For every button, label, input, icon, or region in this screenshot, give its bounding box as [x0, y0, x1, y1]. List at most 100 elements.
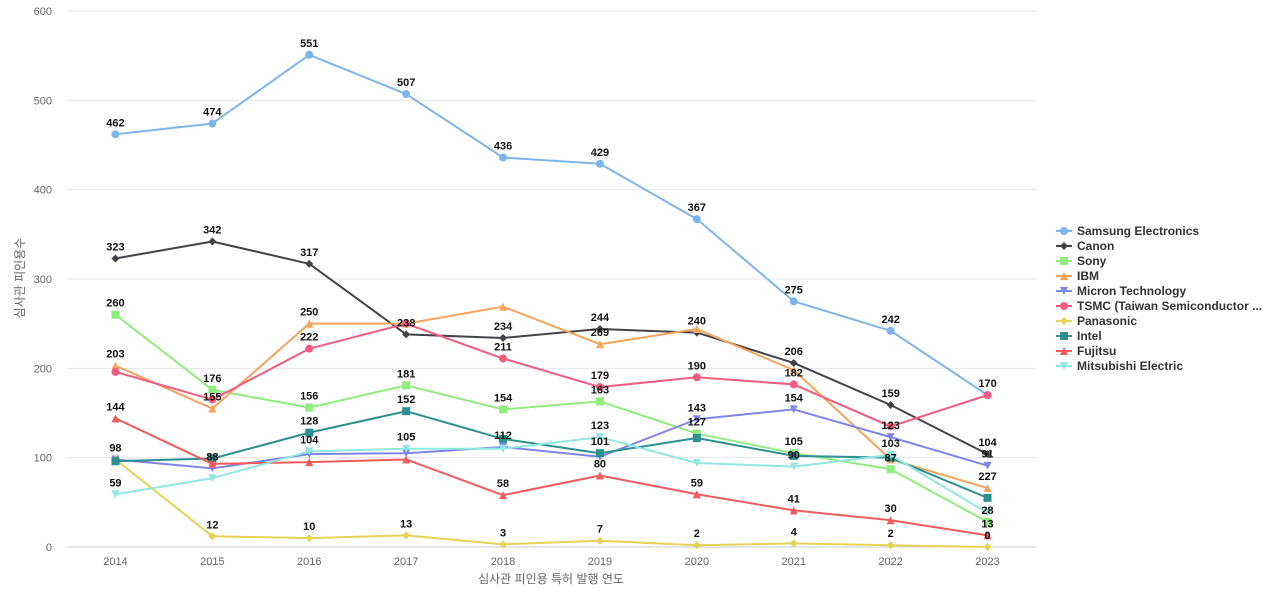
- data-point-tsmc-taiwan-semiconductor-2021[interactable]: [789, 380, 798, 389]
- data-point-sony-2016[interactable]: [305, 403, 314, 412]
- legend-item-sony[interactable]: Sony: [1056, 254, 1107, 268]
- data-point-mitsubishi-electric-2021[interactable]: [789, 462, 798, 471]
- data-point-sony-2017[interactable]: [402, 381, 411, 390]
- legend-item-panasonic[interactable]: Panasonic: [1056, 314, 1137, 328]
- data-point-micron-technology-2017[interactable]: [402, 449, 411, 458]
- data-point-tsmc-taiwan-semiconductor-2022[interactable]: [886, 422, 895, 431]
- data-point-mitsubishi-electric-2022[interactable]: [886, 450, 895, 459]
- data-point-tsmc-taiwan-semiconductor-2018[interactable]: [499, 354, 508, 363]
- data-point-tsmc-taiwan-semiconductor-2017[interactable]: [402, 319, 411, 328]
- data-point-tsmc-taiwan-semiconductor-2023[interactable]: [983, 391, 992, 400]
- data-point-micron-technology-2023[interactable]: [983, 461, 992, 470]
- data-point-fujitsu-2019[interactable]: [595, 471, 604, 480]
- data-point-intel-2019[interactable]: [595, 449, 604, 458]
- data-point-panasonic-2018[interactable]: [499, 540, 508, 549]
- data-point-fujitsu-2017[interactable]: [402, 455, 411, 464]
- data-point-mitsubishi-electric-2017[interactable]: [402, 444, 411, 453]
- data-point-intel-2015[interactable]: [208, 454, 217, 463]
- data-point-tsmc-taiwan-semiconductor-2019[interactable]: [595, 383, 604, 392]
- data-point-mitsubishi-electric-2023[interactable]: [983, 509, 992, 518]
- data-point-sony-2018[interactable]: [499, 405, 508, 414]
- data-label-intel-2017: 152: [397, 394, 415, 406]
- data-point-fujitsu-2015[interactable]: [208, 459, 217, 468]
- data-point-intel-2018[interactable]: [499, 434, 508, 443]
- data-point-canon-2014[interactable]: [111, 254, 120, 263]
- data-point-mitsubishi-electric-2014[interactable]: [111, 490, 120, 499]
- data-point-ibm-2019[interactable]: [595, 340, 604, 349]
- data-point-ibm-2018[interactable]: [499, 302, 508, 311]
- data-point-mitsubishi-electric-2019[interactable]: [595, 433, 604, 442]
- data-point-sony-2014[interactable]: [111, 310, 120, 319]
- data-point-canon-2018[interactable]: [499, 333, 508, 342]
- data-point-ibm-2015[interactable]: [208, 404, 217, 413]
- data-point-tsmc-taiwan-semiconductor-2015[interactable]: [208, 395, 217, 404]
- data-point-sony-2023[interactable]: [983, 517, 992, 526]
- data-point-samsung-electronics-2017[interactable]: [402, 90, 411, 99]
- data-point-canon-2017[interactable]: [402, 330, 411, 339]
- data-point-samsung-electronics-2016[interactable]: [305, 50, 314, 59]
- data-point-mitsubishi-electric-2015[interactable]: [208, 474, 217, 483]
- data-point-tsmc-taiwan-semiconductor-2020[interactable]: [692, 373, 701, 382]
- data-point-sony-2020[interactable]: [692, 429, 701, 438]
- data-point-panasonic-2019[interactable]: [595, 536, 604, 545]
- legend-item-samsung-electronics[interactable]: Samsung Electronics: [1056, 224, 1199, 238]
- data-point-panasonic-2021[interactable]: [789, 539, 798, 548]
- data-point-micron-technology-2020[interactable]: [692, 415, 701, 424]
- data-point-samsung-electronics-2014[interactable]: [111, 130, 120, 139]
- legend-item-fujitsu[interactable]: Fujitsu: [1056, 344, 1116, 358]
- data-point-samsung-electronics-2020[interactable]: [692, 215, 701, 224]
- data-point-fujitsu-2023[interactable]: [983, 531, 992, 540]
- data-point-canon-2019[interactable]: [595, 325, 604, 334]
- data-point-panasonic-2020[interactable]: [692, 541, 701, 550]
- data-point-samsung-electronics-2018[interactable]: [499, 153, 508, 162]
- data-point-samsung-electronics-2022[interactable]: [886, 326, 895, 335]
- data-point-intel-2020[interactable]: [692, 434, 701, 443]
- data-point-micron-technology-2022[interactable]: [886, 433, 895, 442]
- data-point-sony-2019[interactable]: [595, 397, 604, 406]
- data-point-panasonic-2015[interactable]: [208, 532, 217, 541]
- data-point-fujitsu-2014[interactable]: [111, 414, 120, 423]
- legend-item-intel[interactable]: Intel: [1056, 329, 1102, 343]
- legend-item-micron-technology[interactable]: Micron Technology: [1056, 284, 1186, 298]
- data-point-intel-2017[interactable]: [402, 407, 411, 416]
- data-point-panasonic-2017[interactable]: [402, 531, 411, 540]
- data-point-ibm-2016[interactable]: [305, 319, 314, 328]
- data-point-mitsubishi-electric-2018[interactable]: [499, 444, 508, 453]
- data-point-intel-2023[interactable]: [983, 493, 992, 502]
- data-point-fujitsu-2021[interactable]: [789, 506, 798, 515]
- data-point-samsung-electronics-2021[interactable]: [789, 297, 798, 306]
- data-point-canon-2016[interactable]: [305, 259, 314, 268]
- legend-item-canon[interactable]: Canon: [1056, 239, 1114, 253]
- data-point-sony-2022[interactable]: [886, 465, 895, 474]
- data-point-fujitsu-2020[interactable]: [692, 490, 701, 499]
- data-point-panasonic-2023[interactable]: [983, 543, 992, 551]
- data-point-panasonic-2022[interactable]: [886, 541, 895, 550]
- data-point-tsmc-taiwan-semiconductor-2016[interactable]: [305, 344, 314, 353]
- data-point-intel-2014[interactable]: [111, 457, 120, 466]
- data-point-fujitsu-2022[interactable]: [886, 516, 895, 525]
- data-point-samsung-electronics-2015[interactable]: [208, 119, 217, 128]
- data-point-canon-2015[interactable]: [208, 237, 217, 246]
- data-point-canon-2022[interactable]: [886, 400, 895, 409]
- data-point-tsmc-taiwan-semiconductor-2014[interactable]: [111, 367, 120, 376]
- data-point-ibm-2014[interactable]: [111, 361, 120, 370]
- data-point-canon-2021[interactable]: [789, 358, 798, 367]
- data-point-ibm-2020[interactable]: [692, 325, 701, 334]
- data-point-ibm-2023[interactable]: [983, 484, 992, 493]
- data-point-fujitsu-2018[interactable]: [499, 491, 508, 500]
- data-point-sony-2015[interactable]: [208, 385, 217, 394]
- legend-item-ibm[interactable]: IBM: [1056, 269, 1099, 283]
- data-point-micron-technology-2021[interactable]: [789, 405, 798, 414]
- data-point-mitsubishi-electric-2016[interactable]: [305, 447, 314, 456]
- data-point-canon-2023[interactable]: [983, 450, 992, 459]
- data-point-ibm-2021[interactable]: [789, 366, 798, 375]
- data-point-panasonic-2016[interactable]: [305, 534, 314, 543]
- data-point-intel-2021[interactable]: [789, 451, 798, 460]
- legend-item-mitsubishi-electric[interactable]: Mitsubishi Electric: [1056, 359, 1183, 373]
- data-point-fujitsu-2016[interactable]: [305, 458, 314, 467]
- data-point-intel-2016[interactable]: [305, 428, 314, 437]
- legend-item-tsmc-taiwan-semiconductor[interactable]: TSMC (Taiwan Semiconductor ...: [1056, 299, 1262, 313]
- data-point-mitsubishi-electric-2020[interactable]: [692, 459, 701, 468]
- x-tick-label-2016: 2016: [297, 556, 321, 568]
- data-point-samsung-electronics-2019[interactable]: [595, 159, 604, 168]
